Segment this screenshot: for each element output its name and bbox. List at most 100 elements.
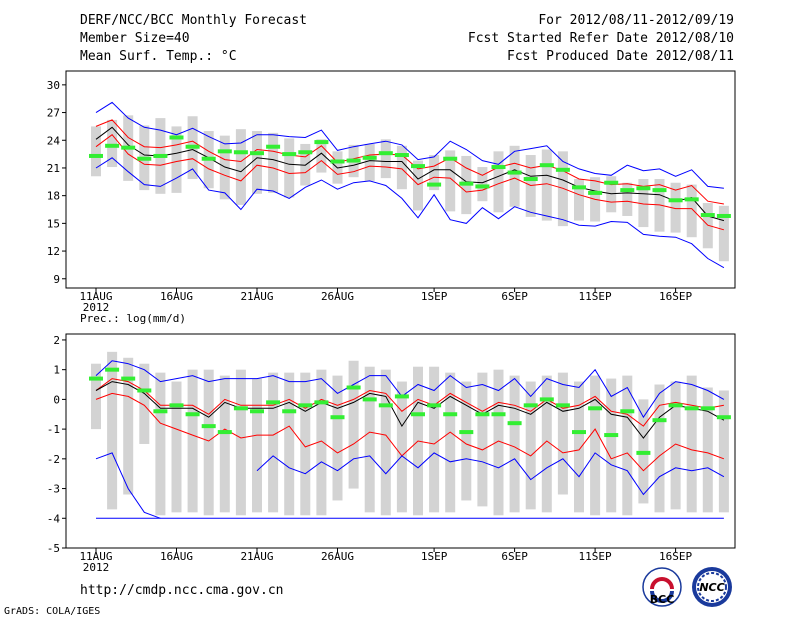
- precipitation-line-min: [95, 452, 161, 519]
- temperature-observed-mark: [716, 213, 731, 218]
- precipitation-box: [171, 381, 182, 513]
- variable-label: Mean Surf. Temp.: °C: [80, 49, 237, 64]
- temperature-panel: 9 12 15 18 21 24 27 30 11AUG 16AUG 21AUG 26AUG 1SEP 6…: [47, 70, 736, 314]
- precipitation-box: [654, 384, 665, 513]
- precipitation-observed-mark: [266, 400, 281, 405]
- precipitation-panel: -5 -4 -3 -2 -1 0 1 2 11AUG 16AUG 21AUG 26AUG 1SEP 6SE…: [47, 312, 736, 574]
- temperature-observed-mark: [137, 156, 152, 161]
- precipitation-box: [268, 372, 279, 513]
- precipitation-ytick-label: -3: [47, 483, 60, 496]
- precipitation-box: [252, 378, 262, 513]
- temperature-observed-mark: [588, 190, 603, 195]
- precipitation-box: [235, 369, 246, 516]
- precipitation-observed-mark: [459, 430, 474, 435]
- precipitation-line-p-upper: [95, 378, 724, 427]
- precipitation-box: [348, 360, 359, 489]
- bcc-logo: BCC: [642, 567, 682, 607]
- precipitation-box: [718, 390, 729, 513]
- ncc-logo: NCC: [692, 567, 732, 607]
- temperature-xtick-label: 1SEP: [421, 290, 448, 303]
- precipitation-box: [332, 375, 343, 501]
- precipitation-observed-mark: [636, 450, 651, 455]
- precipitation-observed-mark: [588, 406, 603, 411]
- bcc-logo-text: BCC: [650, 593, 675, 606]
- temperature-box: [477, 167, 488, 202]
- temperature-box: [493, 151, 504, 213]
- temperature-observed-mark: [362, 155, 377, 160]
- temperature-box: [268, 132, 279, 193]
- temperature-observed-mark: [233, 150, 248, 155]
- temperature-ytick-label: 30: [47, 79, 60, 92]
- chart-title: DERF/NCC/BCC Monthly Forecast: [80, 13, 307, 28]
- precipitation-box: [316, 369, 327, 516]
- temperature-ytick-label: 21: [47, 162, 60, 175]
- precipitation-observed-mark: [346, 385, 361, 390]
- precipitation-xtick-label: 16SEP: [659, 550, 692, 563]
- temperature-xtick-label: 16SEP: [659, 290, 692, 303]
- precipitation-box: [509, 375, 520, 513]
- temperature-observed-mark: [459, 181, 474, 186]
- precipitation-observed-mark: [362, 397, 377, 402]
- temperature-ytick-label: 24: [47, 134, 61, 147]
- precipitation-observed-mark: [185, 412, 200, 417]
- temperature-observed-mark: [378, 151, 393, 156]
- temperature-observed-mark: [105, 143, 120, 148]
- precipitation-observed-mark: [298, 403, 313, 408]
- temperature-xtick-label: 6SEP: [501, 290, 528, 303]
- ncc-logo-text: NCC: [699, 581, 724, 594]
- precipitation-box: [590, 375, 601, 516]
- temperature-ytick-label: 9: [53, 273, 60, 286]
- temperature-xtick-label: 11SEP: [579, 290, 612, 303]
- precipitation-box: [429, 366, 440, 513]
- temperature-box: [638, 179, 649, 228]
- member-size: Member Size=40: [80, 31, 190, 46]
- precipitation-xtick-label: 16AUG: [160, 550, 193, 563]
- temperature-observed-mark: [394, 153, 409, 158]
- temperature-observed-mark: [250, 151, 264, 156]
- precipitation-line-max: [95, 360, 725, 419]
- precipitation-ytick-label: 0: [53, 393, 60, 406]
- temperature-observed-mark: [153, 153, 168, 158]
- precipitation-box: [396, 381, 407, 513]
- temperature-box: [235, 129, 246, 205]
- precipitation-observed-mark: [282, 409, 297, 414]
- precipitation-observed-mark: [411, 412, 425, 417]
- temperature-observed-mark: [330, 159, 345, 164]
- temperature-observed-mark: [555, 167, 570, 172]
- temperature-observed-mark: [282, 152, 297, 157]
- precipitation-observed-mark: [250, 409, 264, 414]
- temperature-year-label: 2012: [83, 301, 110, 314]
- precipitation-observed-mark: [620, 409, 635, 414]
- source-url[interactable]: http://cmdp.ncc.cma.gov.cn: [80, 583, 284, 598]
- precipitation-box: [525, 381, 536, 510]
- precipitation-ytick-label: -4: [47, 512, 61, 525]
- temperature-observed-mark: [475, 184, 490, 189]
- temperature-observed-mark: [684, 197, 699, 202]
- precipitation-box: [493, 369, 504, 516]
- precipitation-observed-mark: [523, 403, 538, 408]
- precipitation-observed-mark: [427, 403, 442, 408]
- precipitation-box: [541, 375, 552, 513]
- temperature-observed-mark: [572, 185, 586, 190]
- precipitation-observed-mark: [668, 403, 683, 408]
- precipitation-observed-mark: [121, 376, 136, 381]
- precip-title: Prec.: log(mm/d): [80, 312, 186, 325]
- precipitation-observed-mark: [153, 409, 168, 414]
- temperature-observed-mark: [491, 165, 506, 170]
- temperature-frame: [65, 70, 736, 289]
- temperature-observed-mark: [411, 164, 425, 169]
- temperature-box: [284, 138, 295, 198]
- temperature-line-mean: [95, 126, 725, 222]
- temperature-observed-mark: [217, 149, 232, 154]
- precipitation-box: [123, 357, 134, 495]
- precipitation-box: [91, 363, 101, 430]
- temperature-observed-mark: [507, 170, 522, 175]
- precipitation-observed-mark: [443, 412, 458, 417]
- precipitation-xtick-label: 21AUG: [240, 550, 273, 563]
- precipitation-observed-mark: [539, 397, 554, 402]
- refer-date: Fcst Started Refer Date 2012/08/10: [467, 31, 734, 46]
- precipitation-observed-mark: [475, 412, 490, 417]
- precipitation-ytick-label: -5: [47, 542, 60, 555]
- precipitation-observed-mark: [217, 430, 232, 435]
- temperature-box: [252, 131, 262, 194]
